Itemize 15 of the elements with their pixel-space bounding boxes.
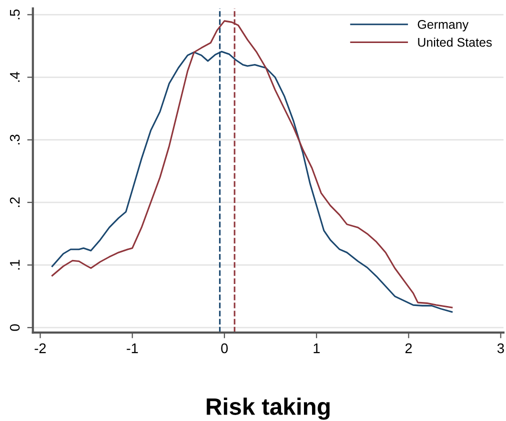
- x-tick-label: 1: [314, 344, 320, 354]
- y-tick-label: .5: [10, 9, 20, 20]
- x-tick-label: 2: [405, 343, 412, 354]
- y-tick-label: 0: [10, 324, 20, 331]
- x-tick-label: -2: [34, 343, 46, 354]
- y-tick-label: .2: [10, 197, 20, 207]
- x-axis-title: Risk taking: [206, 398, 330, 420]
- x-tick-label: -1: [126, 344, 138, 354]
- legend-label: Germany: [418, 20, 469, 32]
- x-tick-label: 0: [221, 343, 228, 354]
- y-tick-label: .1: [10, 260, 20, 270]
- y-tick-label: .4: [10, 72, 20, 82]
- y-tick-label: .3: [10, 134, 20, 144]
- legend-label: United States: [418, 38, 492, 47]
- x-tick-label: 3: [497, 343, 504, 354]
